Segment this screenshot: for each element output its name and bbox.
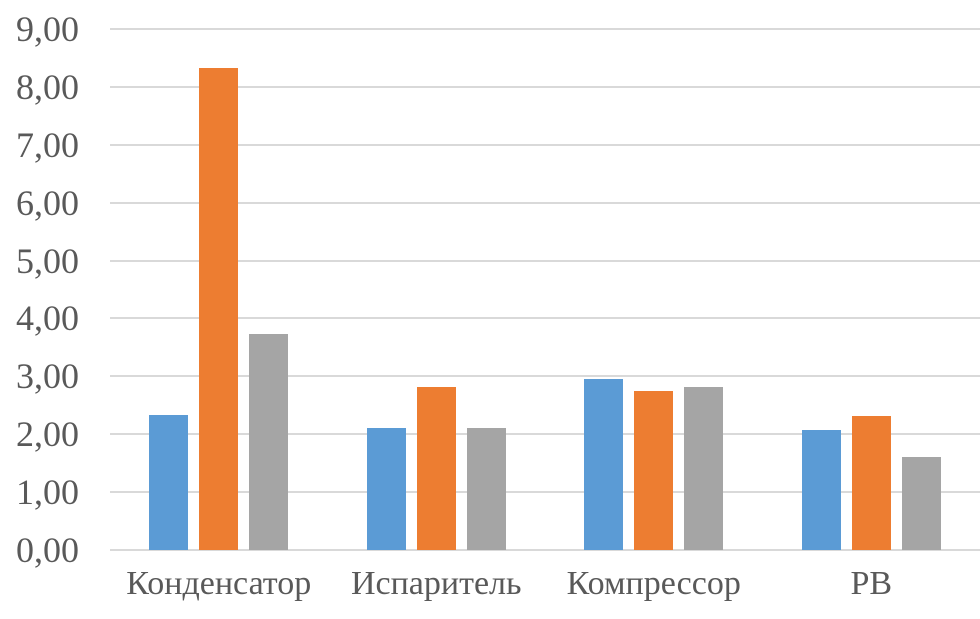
- gridline: [110, 375, 980, 378]
- x-tick-label-category-1: Конденсатор: [126, 565, 312, 602]
- bar-series-1-blue-category-2: [366, 427, 406, 550]
- x-tick-label-category-2: Испаритель: [350, 565, 522, 602]
- bar-series-2-orange-category-2: [416, 386, 456, 550]
- gridline: [110, 85, 980, 88]
- y-axis: 0,00 1,00 2,00 3,00 4,00 5,00 6,00 7,00 8,00 9,00: [0, 0, 82, 619]
- y-tick-label: 3,00: [16, 356, 79, 397]
- gridline: [110, 433, 980, 436]
- gridline: [110, 143, 980, 146]
- gridline: [110, 201, 980, 204]
- y-tick-label: 1,00: [16, 472, 79, 513]
- x-axis-line: [110, 549, 980, 551]
- y-tick-label: 8,00: [16, 66, 79, 107]
- bar-series-1-blue-category-4: [801, 429, 841, 550]
- x-tick-label-category-3: Компрессор: [566, 565, 741, 602]
- bar-group-3: [545, 29, 763, 550]
- bar-group-4: [763, 29, 980, 550]
- y-tick-label: 7,00: [16, 124, 79, 165]
- y-tick-label: 4,00: [16, 298, 79, 339]
- gridline: [110, 491, 980, 494]
- bar-series-3-gray-category-3: [684, 387, 724, 550]
- bar-series-2-orange-category-1: [199, 67, 239, 550]
- bar-series-3-gray-category-1: [249, 334, 289, 550]
- y-tick-label: 5,00: [16, 240, 79, 281]
- gridline: [110, 259, 980, 262]
- bar-series-3-gray-category-2: [466, 427, 506, 550]
- bar-series-2-orange-category-3: [634, 390, 674, 550]
- y-tick-label: 0,00: [16, 530, 79, 570]
- bar-group-2: [328, 29, 546, 550]
- x-tick-label-category-4: РВ: [850, 565, 893, 602]
- y-tick-label: 2,00: [16, 414, 79, 455]
- bar-group-1: [110, 29, 328, 550]
- gridline: [110, 317, 980, 320]
- y-tick-label: 9,00: [16, 9, 79, 49]
- y-tick-label: 6,00: [16, 182, 79, 223]
- bar-series-1-blue-category-1: [149, 415, 189, 550]
- gridline: [110, 28, 980, 30]
- bar-groups: [110, 29, 980, 550]
- bar-series-3-gray-category-4: [901, 457, 941, 550]
- x-axis: Конденсатор Испаритель Компрессор РВ: [110, 562, 980, 606]
- plot-area: [110, 28, 980, 551]
- bar-series-2-orange-category-4: [851, 415, 891, 550]
- bar-series-1-blue-category-3: [584, 378, 624, 550]
